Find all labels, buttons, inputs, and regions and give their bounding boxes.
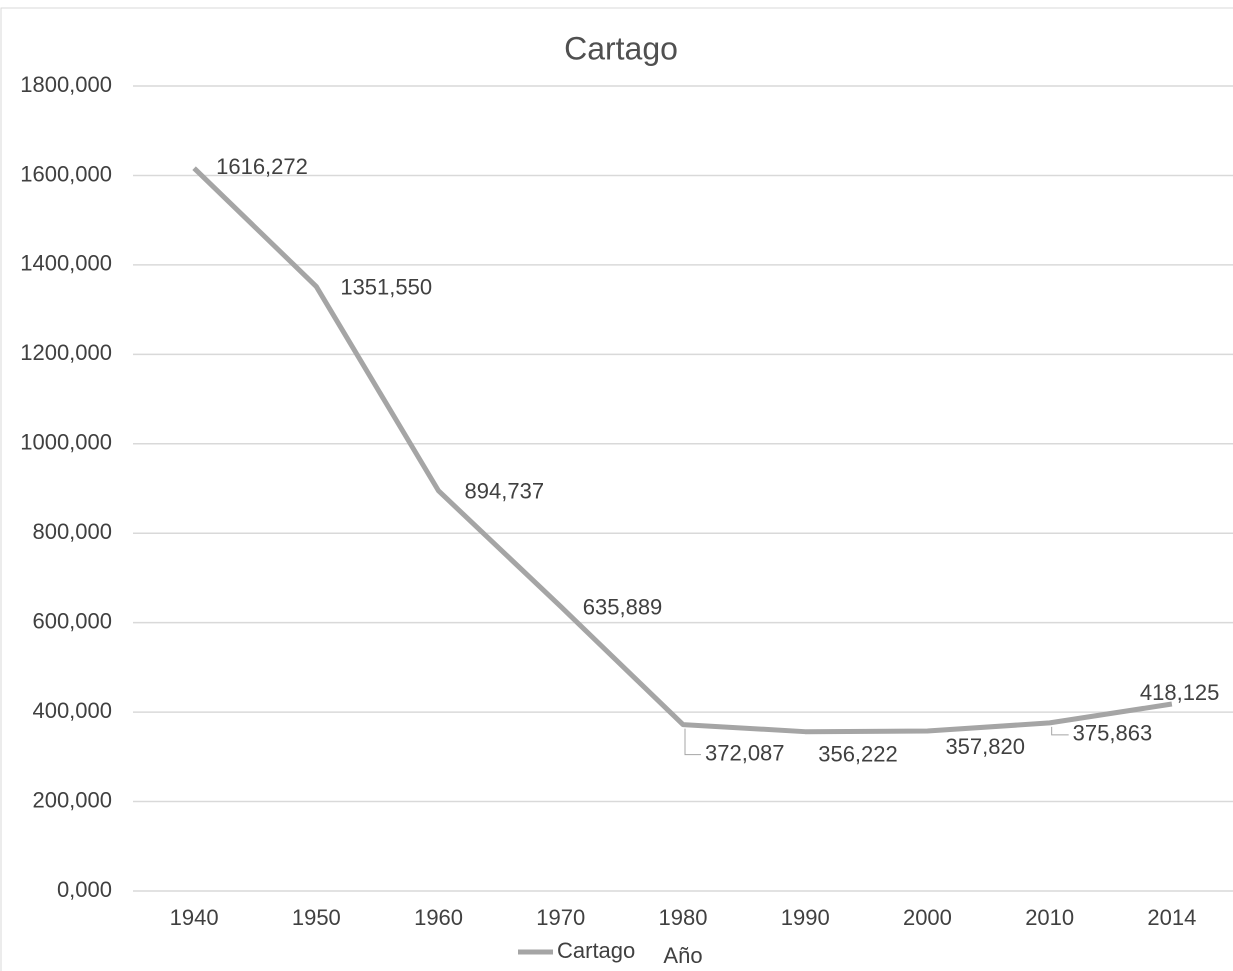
x-tick-label: 2014 [1147, 905, 1196, 930]
data-label: 635,889 [583, 594, 663, 619]
x-tick-label: 1940 [170, 905, 219, 930]
y-tick-label: 200,000 [32, 787, 112, 812]
y-tick-label: 0,000 [57, 877, 112, 902]
data-label: 372,087 [705, 740, 785, 765]
leader-line [684, 728, 701, 756]
y-tick-label: 1000,000 [20, 430, 112, 455]
x-tick-label: 2000 [903, 905, 952, 930]
y-tick-label: 1800,000 [20, 72, 112, 97]
x-tick-label: 1990 [781, 905, 830, 930]
y-tick-label: 400,000 [32, 698, 112, 723]
x-tick-label: 1960 [414, 905, 463, 930]
x-tick-label: 1950 [292, 905, 341, 930]
x-tick-label: 1980 [659, 905, 708, 930]
x-axis-label: Año [663, 943, 702, 968]
y-tick-label: 1600,000 [20, 161, 112, 186]
y-tick-label: 800,000 [32, 519, 112, 544]
leader-line [1051, 726, 1069, 736]
x-tick-label: 1970 [536, 905, 585, 930]
chart-title: Cartago [564, 30, 678, 66]
y-tick-label: 1200,000 [20, 340, 112, 365]
x-tick-label: 2010 [1025, 905, 1074, 930]
chart-frame [0, 7, 1233, 971]
series-line [192, 166, 1173, 735]
legend-label: Cartago [557, 938, 635, 963]
data-label: 894,737 [465, 479, 545, 504]
y-tick-label: 1400,000 [20, 251, 112, 276]
data-label: 418,125 [1140, 680, 1220, 705]
data-label: 375,863 [1073, 721, 1153, 746]
data-label: 357,820 [945, 734, 1025, 759]
data-label: 1351,550 [340, 274, 432, 299]
data-label: 356,222 [818, 742, 898, 767]
y-tick-label: 600,000 [32, 608, 112, 633]
data-label: 1616,272 [216, 154, 308, 179]
